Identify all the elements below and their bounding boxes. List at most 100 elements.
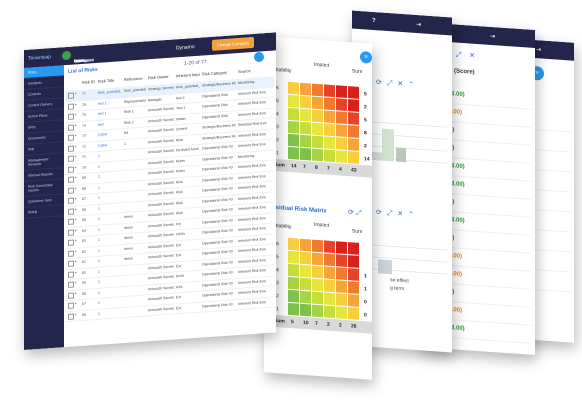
row-checkbox[interactable] bbox=[68, 218, 74, 225]
row-expand-icon[interactable]: ▸ bbox=[75, 175, 77, 180]
home-icon[interactable] bbox=[62, 50, 71, 61]
row-expand-icon[interactable]: ▸ bbox=[75, 301, 77, 306]
expand-icon[interactable]: ⤢ bbox=[386, 209, 393, 218]
row-expand-icon[interactable]: ▸ bbox=[75, 164, 77, 169]
matrix-cell[interactable] bbox=[348, 86, 359, 99]
expand-icon[interactable]: ⤢ bbox=[386, 79, 393, 88]
matrix-cell[interactable] bbox=[312, 122, 323, 136]
matrix-cell[interactable] bbox=[300, 303, 311, 317]
matrix-cell[interactable] bbox=[336, 137, 347, 151]
matrix-cell[interactable] bbox=[336, 306, 347, 320]
collapse-icon[interactable]: ⌃ bbox=[408, 211, 415, 219]
row-checkbox[interactable] bbox=[68, 155, 74, 162]
row-checkbox[interactable] bbox=[68, 260, 74, 267]
row-expand-icon[interactable]: ▸ bbox=[75, 206, 77, 211]
row-checkbox[interactable] bbox=[68, 113, 74, 120]
matrix-cell[interactable] bbox=[312, 96, 323, 110]
row-expand-icon[interactable]: ▸ bbox=[75, 217, 77, 222]
matrix-cell[interactable] bbox=[300, 108, 311, 122]
row-checkbox[interactable] bbox=[68, 239, 74, 246]
matrix-cell[interactable] bbox=[288, 237, 299, 251]
matrix-cell[interactable] bbox=[288, 133, 299, 147]
row-checkbox[interactable] bbox=[68, 208, 74, 215]
matrix-cell[interactable] bbox=[300, 277, 311, 291]
row-expand-icon[interactable]: ▸ bbox=[75, 280, 77, 285]
refresh-icon[interactable]: ⟳ bbox=[376, 79, 382, 87]
row-expand-icon[interactable]: ▸ bbox=[75, 196, 77, 201]
matrix-cell[interactable] bbox=[288, 276, 299, 290]
row-checkbox[interactable] bbox=[68, 124, 74, 131]
matrix-cell[interactable] bbox=[348, 138, 359, 151]
row-expand-icon[interactable]: ▸ bbox=[75, 143, 77, 148]
matrix-cell[interactable] bbox=[300, 95, 311, 109]
matrix-cell[interactable] bbox=[288, 302, 299, 316]
column-header[interactable]: Source bbox=[238, 68, 251, 75]
row-expand-icon[interactable]: ▸ bbox=[75, 269, 77, 274]
logout-icon[interactable]: ⇥ bbox=[536, 47, 542, 54]
refresh-icon[interactable]: ⟳ bbox=[348, 209, 354, 217]
matrix-cell[interactable] bbox=[300, 290, 311, 304]
row-expand-icon[interactable]: ▸ bbox=[75, 238, 77, 243]
row-expand-icon[interactable]: ▸ bbox=[75, 122, 77, 127]
collapse-icon[interactable]: ⌃ bbox=[408, 81, 415, 89]
matrix-cell[interactable] bbox=[324, 149, 335, 163]
matrix-cell[interactable] bbox=[288, 107, 299, 121]
matrix-cell[interactable] bbox=[300, 121, 311, 135]
matrix-cell[interactable] bbox=[300, 251, 311, 265]
matrix-cell[interactable] bbox=[300, 238, 311, 252]
matrix-cell[interactable] bbox=[288, 146, 299, 160]
close-icon[interactable]: ✕ bbox=[469, 52, 476, 60]
matrix-cell[interactable] bbox=[348, 268, 359, 281]
matrix-cell[interactable] bbox=[312, 239, 323, 253]
row-checkbox[interactable] bbox=[68, 313, 74, 320]
row-expand-icon[interactable]: ▸ bbox=[75, 154, 77, 159]
matrix-cell[interactable] bbox=[312, 148, 323, 162]
row-checkbox[interactable] bbox=[68, 176, 74, 183]
matrix-cell[interactable] bbox=[324, 110, 335, 124]
matrix-cell[interactable] bbox=[336, 124, 347, 138]
matrix-cell[interactable] bbox=[348, 125, 359, 138]
matrix-cell[interactable] bbox=[336, 98, 347, 112]
matrix-cell[interactable] bbox=[336, 85, 347, 99]
matrix-cell[interactable] bbox=[288, 94, 299, 108]
expand-icon[interactable]: ⤢ bbox=[355, 209, 362, 218]
matrix-cell[interactable] bbox=[324, 305, 335, 319]
matrix-cell[interactable] bbox=[312, 252, 323, 266]
row-expand-icon[interactable]: ▸ bbox=[75, 101, 77, 106]
matrix-cell[interactable] bbox=[348, 99, 359, 112]
row-checkbox[interactable] bbox=[68, 92, 74, 99]
matrix-cell[interactable] bbox=[348, 281, 359, 294]
matrix-cell[interactable] bbox=[312, 135, 323, 149]
row-expand-icon[interactable]: ▸ bbox=[75, 133, 77, 138]
matrix-cell[interactable] bbox=[312, 83, 323, 97]
matrix-cell[interactable] bbox=[324, 266, 335, 280]
matrix-cell[interactable] bbox=[324, 240, 335, 254]
matrix-cell[interactable] bbox=[348, 112, 359, 125]
column-header[interactable]: Risk ID bbox=[82, 79, 95, 85]
matrix-cell[interactable] bbox=[324, 123, 335, 137]
expand-icon[interactable]: ⤢ bbox=[455, 51, 462, 59]
matrix-cell[interactable] bbox=[288, 263, 299, 277]
refresh-icon[interactable]: ⟳ bbox=[376, 209, 382, 217]
menu-fab[interactable]: ≡ bbox=[360, 50, 372, 64]
help-icon[interactable]: ? bbox=[372, 17, 376, 25]
matrix-cell[interactable] bbox=[300, 147, 311, 161]
column-header[interactable]: Risk Owner bbox=[148, 73, 169, 81]
matrix-cell[interactable] bbox=[336, 293, 347, 307]
sidebar-item[interactable]: PPAB bbox=[24, 205, 64, 219]
matrix-cell[interactable] bbox=[348, 307, 359, 320]
matrix-cell[interactable] bbox=[348, 151, 359, 164]
row-expand-icon[interactable]: ▸ bbox=[75, 290, 77, 295]
matrix-cell[interactable] bbox=[312, 109, 323, 123]
matrix-cell[interactable] bbox=[324, 253, 335, 267]
matrix-cell[interactable] bbox=[336, 111, 347, 125]
matrix-cell[interactable] bbox=[336, 241, 347, 255]
row-checkbox[interactable] bbox=[68, 292, 74, 299]
matrix-cell[interactable] bbox=[324, 97, 335, 111]
logout-icon[interactable]: ⇥ bbox=[490, 33, 496, 41]
matrix-cell[interactable] bbox=[312, 265, 323, 279]
matrix-cell[interactable] bbox=[324, 279, 335, 293]
row-expand-icon[interactable]: ▸ bbox=[75, 112, 77, 117]
matrix-cell[interactable] bbox=[288, 120, 299, 134]
matrix-cell[interactable] bbox=[336, 267, 347, 281]
